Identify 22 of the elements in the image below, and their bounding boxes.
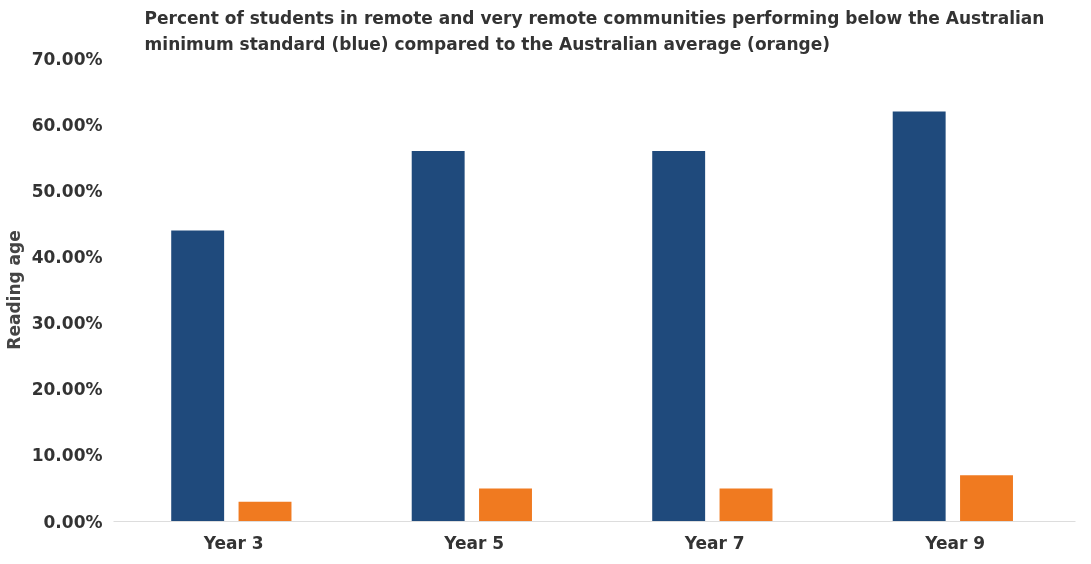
x-tick-label: Year 7 [683,532,745,553]
bar [411,151,465,522]
bar [960,475,1013,522]
y-tick-label: 40.00% [31,246,103,267]
y-tick-label: 70.00% [31,48,103,69]
bar [479,488,532,522]
x-tick-label: Year 3 [202,532,264,553]
bar [171,230,225,522]
y-tick-label: 20.00% [31,379,103,400]
bar [238,501,292,522]
y-tick-label: 50.00% [31,180,103,201]
bar [652,151,706,522]
x-tick-label: Year 5 [443,532,505,553]
bar [892,111,946,522]
y-tick-label: 30.00% [31,313,103,334]
x-tick-label: Year 9 [924,532,986,553]
chart-title: Percent of students in remote and very remote communities performing below the Australian minimum standard (blue) compared to the Australian average (orange) [144,7,1045,54]
y-tick-label: 0.00% [43,511,103,532]
y-axis-title: Reading age [3,230,24,350]
y-tick-label: 60.00% [31,114,103,135]
y-tick-label: 10.00% [31,445,103,466]
bar [719,488,773,522]
